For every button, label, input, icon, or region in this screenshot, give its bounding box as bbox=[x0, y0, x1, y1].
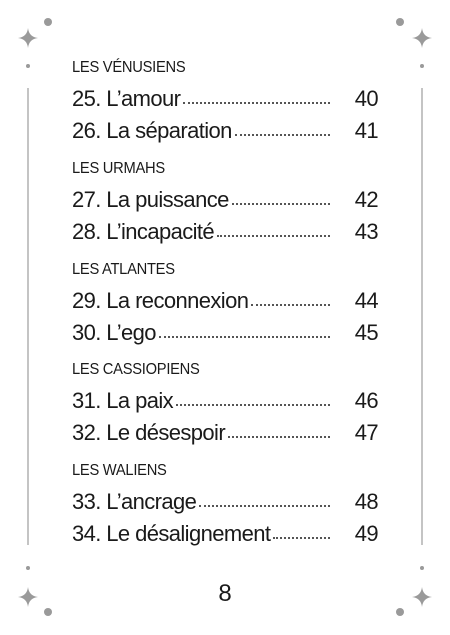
toc-entry: 30. L’ego 45 bbox=[72, 319, 379, 350]
page-number: 8 bbox=[218, 580, 232, 607]
entry-page: 41 bbox=[354, 118, 379, 143]
toc-entry: 26. La séparation 41 bbox=[72, 118, 379, 148]
entry-label: 26. La séparation bbox=[72, 118, 232, 143]
entry-label: 34. Le désalignement bbox=[72, 521, 271, 547]
dot-leader bbox=[273, 537, 330, 540]
entry-page: 40 bbox=[354, 86, 379, 111]
dot-leader bbox=[199, 505, 330, 508]
section-heading: LES CASSIOPIENS bbox=[72, 361, 200, 379]
section-heading: LES URMAHS bbox=[72, 159, 165, 177]
entry-label: 29. La reconnexion bbox=[72, 287, 249, 313]
dot-leader bbox=[158, 335, 330, 338]
entry-label: 33. L’ancrage bbox=[72, 489, 197, 515]
entry-page: 46 bbox=[354, 388, 379, 414]
section-heading: LES WALIENS bbox=[72, 462, 167, 480]
dot-leader bbox=[228, 436, 330, 439]
toc-entry: 29. La reconnexion 44 bbox=[72, 287, 379, 318]
dot-leader bbox=[183, 102, 330, 104]
dot-leader bbox=[176, 404, 330, 407]
dot-leader bbox=[217, 234, 330, 237]
entry-page: 49 bbox=[354, 521, 379, 547]
entry-label: 27. La puissance bbox=[72, 186, 229, 212]
entry-page: 42 bbox=[354, 186, 379, 212]
entry-page: 44 bbox=[354, 287, 379, 313]
entry-label: 25. L’amour bbox=[72, 86, 181, 111]
entry-page: 48 bbox=[354, 489, 379, 515]
dot-leader bbox=[234, 134, 330, 136]
dot-leader bbox=[251, 303, 330, 306]
section-heading: LES ATLANTES bbox=[72, 260, 175, 278]
section-heading: LES VÉNUSIENS bbox=[72, 59, 186, 76]
toc-entry: 32. Le désespoir 47 bbox=[72, 420, 379, 450]
dot-leader bbox=[231, 202, 330, 205]
entry-page: 45 bbox=[354, 319, 379, 345]
entry-label: 31. La paix bbox=[72, 388, 174, 414]
toc-entry: 25. L’amour 40 bbox=[72, 86, 379, 116]
toc-entry: 34. Le désalignement 49 bbox=[72, 521, 379, 551]
toc-entry: 33. L’ancrage 48 bbox=[72, 489, 379, 519]
entry-page: 43 bbox=[354, 218, 379, 244]
entry-page: 47 bbox=[354, 420, 379, 446]
toc-entry: 31. La paix 46 bbox=[72, 388, 379, 418]
toc-entry: 27. La puissance 42 bbox=[72, 186, 379, 217]
entry-label: 28. L’incapacité bbox=[72, 218, 215, 244]
entry-label: 32. Le désespoir bbox=[72, 420, 226, 446]
entry-label: 30. L’ego bbox=[72, 319, 157, 345]
toc-entry: 28. L’incapacité 43 bbox=[72, 218, 379, 249]
